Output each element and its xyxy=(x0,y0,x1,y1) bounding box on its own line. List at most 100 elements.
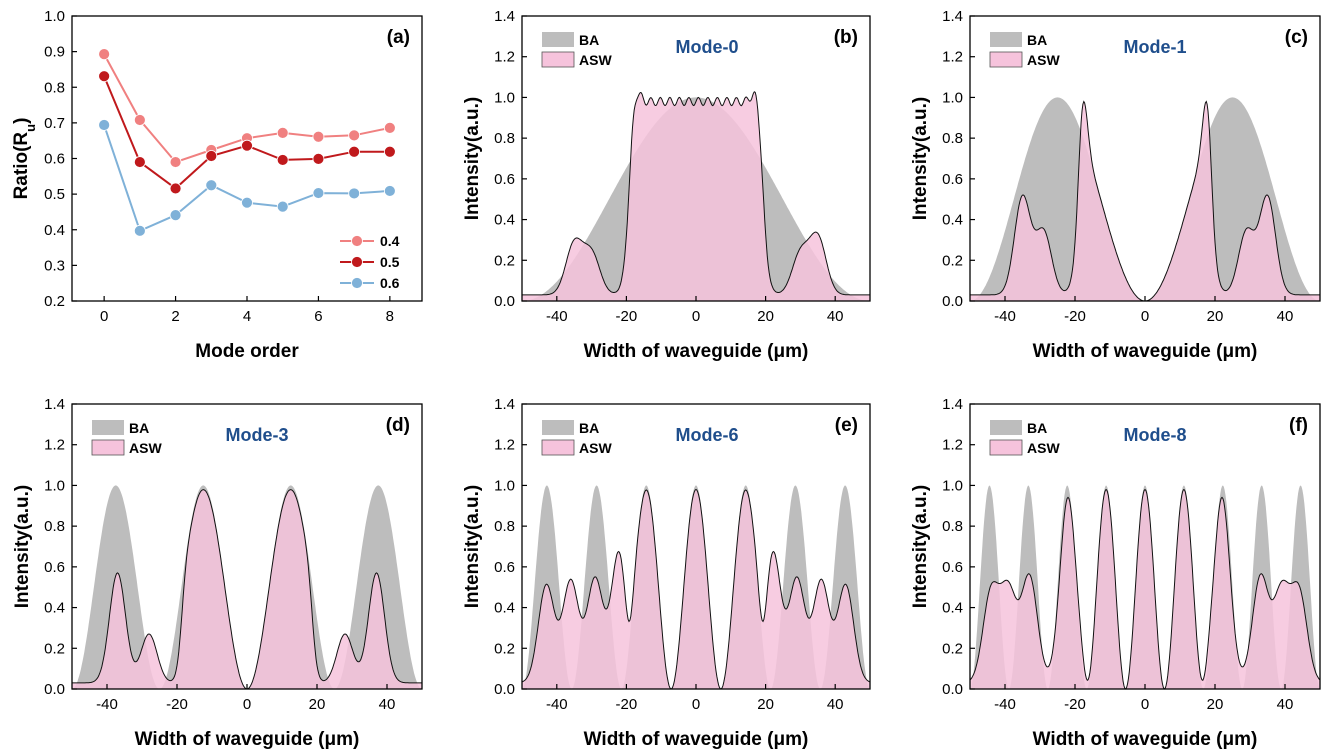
x-tick-label: -20 xyxy=(616,308,638,325)
data-point xyxy=(276,200,289,213)
y-tick-label: 1.4 xyxy=(942,396,963,413)
y-tick-label: 0.4 xyxy=(942,600,963,617)
legend-label-asw: ASW xyxy=(579,440,612,456)
y-axis-label-main: Ratio(R xyxy=(11,132,32,200)
legend-label-asw: ASW xyxy=(1027,52,1060,68)
legend-swatch-asw xyxy=(989,51,1023,68)
data-point xyxy=(276,126,289,139)
legend-swatch-asw xyxy=(541,51,575,68)
data-point xyxy=(98,70,111,83)
y-tick-label: 1.4 xyxy=(44,396,65,413)
x-axis-label: Mode order xyxy=(195,341,299,362)
asw-intensity-line xyxy=(521,488,871,690)
y-tick-label: 0.9 xyxy=(44,44,65,61)
y-tick-label: 0.6 xyxy=(494,171,515,188)
x-tick-label: 8 xyxy=(386,308,394,325)
x-tick-label: -40 xyxy=(546,696,568,713)
legend-label-asw: ASW xyxy=(579,52,612,68)
legend-swatch-ba xyxy=(92,420,124,435)
x-tick-label: -20 xyxy=(1064,696,1086,713)
x-tick-label: 20 xyxy=(757,308,774,325)
y-tick-label: 1.0 xyxy=(942,89,963,106)
y-tick-label: 0.8 xyxy=(44,79,65,96)
legend-label-ba: BA xyxy=(1027,32,1047,48)
data-point xyxy=(133,224,146,237)
x-axis-label: Width of waveguide (μm) xyxy=(584,729,809,749)
data-point xyxy=(312,152,325,165)
y-tick-label: 0.0 xyxy=(494,293,515,310)
y-tick-label: 1.2 xyxy=(494,437,515,454)
x-tick-label: 0 xyxy=(1141,308,1149,325)
y-tick-label: 0.2 xyxy=(494,252,515,269)
mode-label: Mode-3 xyxy=(226,425,289,445)
data-point xyxy=(241,196,253,209)
data-point xyxy=(383,121,396,134)
x-tick-label: 40 xyxy=(1277,308,1294,325)
y-tick-label: 1.0 xyxy=(494,477,515,494)
panel-b: -40 -20 0 20 40 0.0 0.2 0.4 0.6 0.8 1.0 1.2 1.4 Width… xyxy=(462,8,871,362)
x-tick-label: -20 xyxy=(616,696,638,713)
data-point xyxy=(98,48,111,61)
y-tick-label: 1.4 xyxy=(494,396,515,413)
data-point xyxy=(312,187,325,199)
legend-label: 0.6 xyxy=(380,275,400,291)
mode-label: Mode-0 xyxy=(676,37,739,57)
legend-swatch-ba xyxy=(542,32,574,47)
y-axis-label: Intensity(a.u.) xyxy=(910,485,931,609)
y-tick-label: 0.0 xyxy=(44,681,65,698)
x-tick-label: -40 xyxy=(994,308,1016,325)
x-tick-label: 40 xyxy=(827,308,844,325)
y-tick-label: 0.2 xyxy=(44,293,65,310)
data-point xyxy=(383,145,396,158)
x-tick-label: 20 xyxy=(1207,308,1224,325)
x-tick-label: -20 xyxy=(1064,308,1086,325)
legend-marker xyxy=(351,277,363,289)
y-tick-label: 1.2 xyxy=(494,49,515,66)
panel-label: (e) xyxy=(835,415,858,436)
asw-intensity-area xyxy=(72,489,422,689)
mode-label: Mode-1 xyxy=(1124,37,1187,57)
x-tick-label: 20 xyxy=(757,696,774,713)
y-tick-label: 1.0 xyxy=(494,89,515,106)
y-tick-label: 0.8 xyxy=(494,130,515,147)
ba-intensity-area xyxy=(970,97,1320,302)
x-tick-label: 40 xyxy=(1277,696,1294,713)
legend-swatch-ba xyxy=(990,32,1022,47)
x-axis-label: Width of waveguide (μm) xyxy=(1033,341,1258,362)
x-axis-label: Width of waveguide (μm) xyxy=(584,341,809,362)
panel-e: -40 -20 0 20 40 0.0 0.2 0.4 0.6 0.8 1.0 1.2 1.4 Width… xyxy=(462,396,871,749)
x-tick-label: 40 xyxy=(379,696,396,713)
legend-label-ba: BA xyxy=(579,420,599,436)
y-tick-label: 1.4 xyxy=(942,8,963,25)
y-tick-label: 1.0 xyxy=(942,477,963,494)
y-axis-label: Intensity(a.u.) xyxy=(12,485,33,609)
x-tick-label: 40 xyxy=(827,696,844,713)
legend-swatch-asw xyxy=(541,439,575,456)
y-tick-label: 0.7 xyxy=(44,115,65,132)
data-point xyxy=(276,154,289,166)
data-point xyxy=(98,119,111,131)
y-tick-label: 0.2 xyxy=(942,640,963,657)
legend-label-asw: ASW xyxy=(129,440,162,456)
y-tick-label: 0.6 xyxy=(494,559,515,576)
y-tick-label: 0.8 xyxy=(942,518,963,535)
data-point xyxy=(205,150,218,162)
y-tick-label: 0.6 xyxy=(942,559,963,576)
data-point xyxy=(133,156,146,168)
y-tick-label: 0.3 xyxy=(44,257,65,274)
data-point xyxy=(169,156,182,168)
data-point xyxy=(312,130,325,143)
y-axis-label: Intensity(a.u.) xyxy=(462,97,483,221)
y-tick-label: 0.2 xyxy=(942,252,963,269)
plot-frame xyxy=(71,15,423,302)
data-point xyxy=(133,114,146,126)
x-tick-label: 0 xyxy=(692,696,700,713)
legend-marker xyxy=(351,235,363,247)
panel-f: -40 -20 0 20 40 0.0 0.2 0.4 0.6 0.8 1.0 1.2 1.4 Width… xyxy=(910,396,1321,749)
x-tick-label: 6 xyxy=(314,308,322,325)
asw-intensity-line xyxy=(522,91,870,296)
y-axis-label-close: ) xyxy=(11,118,32,124)
data-point xyxy=(241,139,253,152)
y-axis-label: Intensity(a.u.) xyxy=(462,485,483,609)
asw-intensity-area xyxy=(522,489,870,689)
